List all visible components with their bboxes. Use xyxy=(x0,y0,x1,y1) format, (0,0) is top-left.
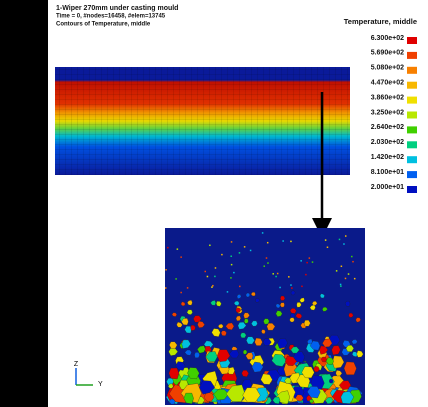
axis-label: Z xyxy=(74,361,79,368)
particle xyxy=(340,284,342,286)
legend-swatch xyxy=(407,37,417,44)
particle xyxy=(339,239,341,241)
legend-swatch xyxy=(407,112,417,119)
microstructure xyxy=(165,228,365,405)
grain xyxy=(194,352,199,358)
legend-swatch xyxy=(407,171,417,178)
particle xyxy=(227,291,229,293)
particle xyxy=(309,257,311,259)
particle xyxy=(231,264,233,266)
particle xyxy=(250,250,252,252)
legend-swatch xyxy=(407,82,417,89)
particle xyxy=(290,284,292,286)
particle xyxy=(327,247,329,249)
particle xyxy=(351,256,353,258)
particle xyxy=(300,260,302,262)
particle xyxy=(205,271,207,273)
particle xyxy=(345,278,347,280)
particle xyxy=(312,261,314,263)
legend-swatch xyxy=(407,156,417,163)
particle xyxy=(336,270,338,272)
particle xyxy=(288,276,290,278)
particle xyxy=(340,285,342,287)
particle xyxy=(187,287,189,289)
legend-label: 8.100e+01 xyxy=(371,169,404,176)
legend-label: 5.080e+02 xyxy=(371,65,404,72)
screenshot: 1-Wiper 270mm under casting mould Time =… xyxy=(0,0,428,407)
legend-label: 4.470e+02 xyxy=(371,80,404,87)
particle xyxy=(215,267,217,269)
particle xyxy=(239,286,241,288)
grain xyxy=(244,319,248,324)
particle xyxy=(263,265,265,267)
legend-label: 3.860e+02 xyxy=(371,94,404,101)
particle xyxy=(354,278,356,280)
particle xyxy=(180,292,182,294)
particle xyxy=(325,239,327,241)
legend-swatch xyxy=(407,186,417,193)
particle xyxy=(207,276,209,278)
mesh xyxy=(55,67,350,175)
particle xyxy=(239,252,241,254)
particle xyxy=(214,276,216,278)
legend-title: Temperature, middle xyxy=(344,17,417,26)
legend-swatch xyxy=(407,67,417,74)
particle xyxy=(275,276,277,278)
particle xyxy=(272,273,274,275)
particle xyxy=(211,286,213,288)
particle xyxy=(301,286,303,288)
grain xyxy=(243,350,247,354)
legend-label: 6.300e+02 xyxy=(371,35,404,42)
particle xyxy=(177,248,179,250)
particle xyxy=(209,245,211,247)
particle xyxy=(306,262,308,264)
legend-label: 2.640e+02 xyxy=(371,124,404,131)
particle xyxy=(290,241,292,243)
particle xyxy=(175,278,177,280)
particle xyxy=(231,241,233,243)
particle xyxy=(244,246,246,248)
particle xyxy=(262,232,264,234)
particle xyxy=(277,273,279,275)
particle xyxy=(267,242,269,244)
particle xyxy=(305,274,307,276)
particle xyxy=(282,240,284,242)
particle xyxy=(266,257,268,259)
particle xyxy=(233,272,235,274)
particle xyxy=(341,266,343,268)
legend-swatch xyxy=(407,52,417,59)
particle xyxy=(267,262,269,264)
particle xyxy=(345,235,347,237)
legend-label: 3.250e+02 xyxy=(371,109,404,116)
legend-swatch xyxy=(407,97,417,104)
particle xyxy=(348,273,350,275)
legend-label: 2.030e+02 xyxy=(371,139,404,146)
particle xyxy=(165,287,167,289)
legend-swatch xyxy=(407,126,417,133)
header-line: Time = 0, #nodes=16458, #elem=13745 xyxy=(56,14,166,20)
legend-label: 2.000e+01 xyxy=(371,184,404,191)
particle xyxy=(352,261,354,263)
particle xyxy=(279,287,281,289)
particle xyxy=(165,269,167,271)
particle xyxy=(167,247,169,249)
particle xyxy=(212,285,214,287)
particle xyxy=(291,287,293,289)
particle xyxy=(343,243,345,245)
grain xyxy=(261,330,265,334)
header-line: Contours of Temperature, middle xyxy=(56,22,151,28)
header-line: 1-Wiper 270mm under casting mould xyxy=(56,5,178,12)
particle xyxy=(180,256,182,258)
particle xyxy=(230,277,232,279)
particle xyxy=(221,254,223,256)
left-bar xyxy=(0,0,48,407)
axis-label: Y xyxy=(98,381,103,388)
legend-swatch xyxy=(407,141,417,148)
particle xyxy=(230,255,232,256)
legend-label: 5.690e+02 xyxy=(371,50,404,57)
legend-label: 1.420e+02 xyxy=(371,154,404,161)
